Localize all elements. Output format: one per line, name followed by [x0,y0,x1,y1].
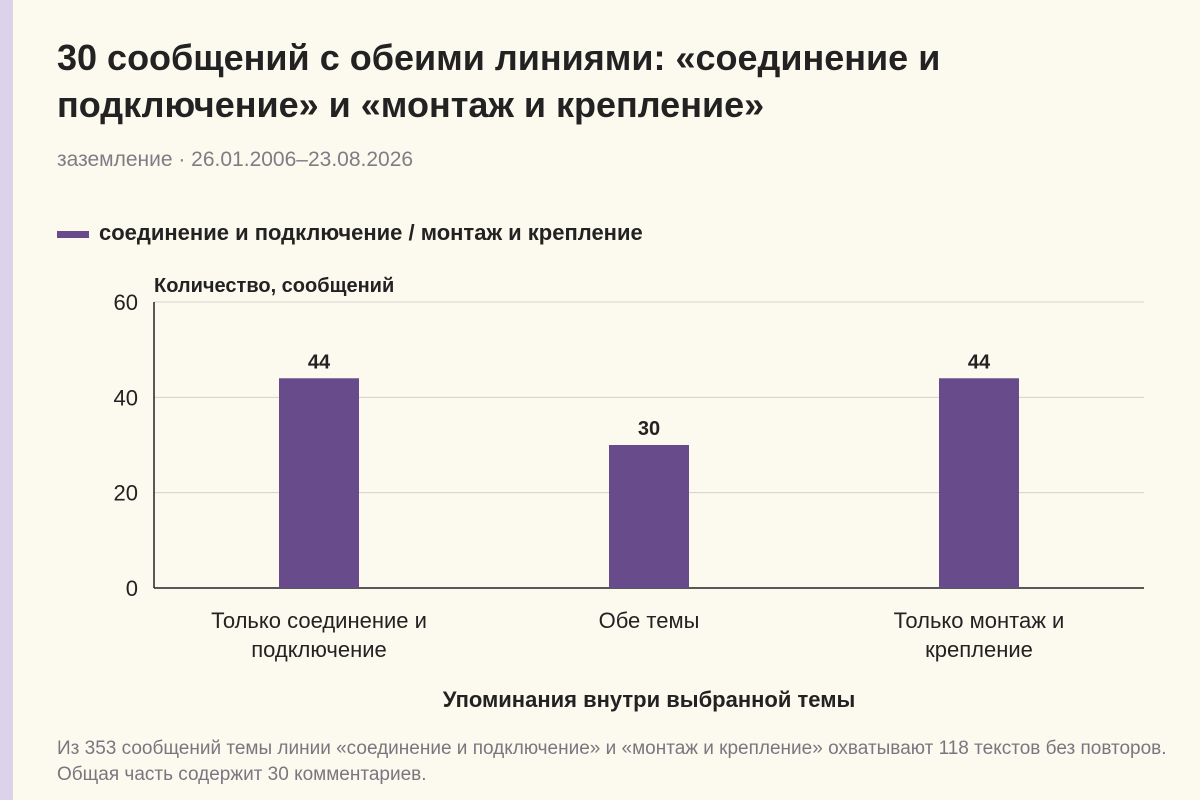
bar [609,445,689,588]
legend-swatch [57,231,89,238]
chart-caption: Из 353 сообщений темы линии «соединение … [57,738,1167,785]
x-tick-label-line: Только монтаж и [894,608,1065,633]
bar [939,378,1019,588]
y-tick-label: 60 [114,290,138,315]
bar-value-label: 30 [638,418,660,440]
legend-label: соединение и подключение / монтаж и креп… [99,220,643,245]
y-axis-label: Количество, сообщений [154,275,394,297]
x-tick-label-line: Только соединение и [211,608,427,633]
y-tick-label: 20 [114,481,138,506]
x-tick-label: Только соединение и подключение [211,608,427,662]
legend: соединение и подключение / монтаж и креп… [57,220,643,246]
y-tick-label: 0 [126,576,138,601]
accent-strip [0,0,13,800]
x-tick-label-line: подключение [251,637,387,662]
bar-value-label: 44 [968,351,991,373]
bar [279,378,359,588]
y-tick-label: 40 [114,385,138,410]
x-tick-label-line: Обе темы [599,608,700,633]
x-tick-label: Только монтаж и крепление [894,608,1065,662]
x-axis-label: Упоминания внутри выбранной темы [443,687,856,712]
x-tick-label-line: крепление [925,637,1033,662]
bar-value-label: 44 [308,351,331,373]
chart-subtitle: заземление · 26.01.2006–23.08.2026 [57,148,414,171]
x-tick-label: Обе темы [599,608,700,633]
chart-title: 30 сообщений с обеими линиями: «соединен… [57,37,941,125]
